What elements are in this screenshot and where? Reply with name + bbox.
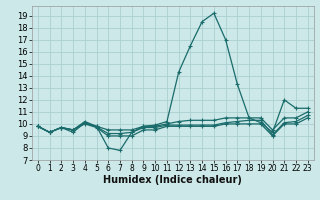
X-axis label: Humidex (Indice chaleur): Humidex (Indice chaleur) [103,175,242,185]
